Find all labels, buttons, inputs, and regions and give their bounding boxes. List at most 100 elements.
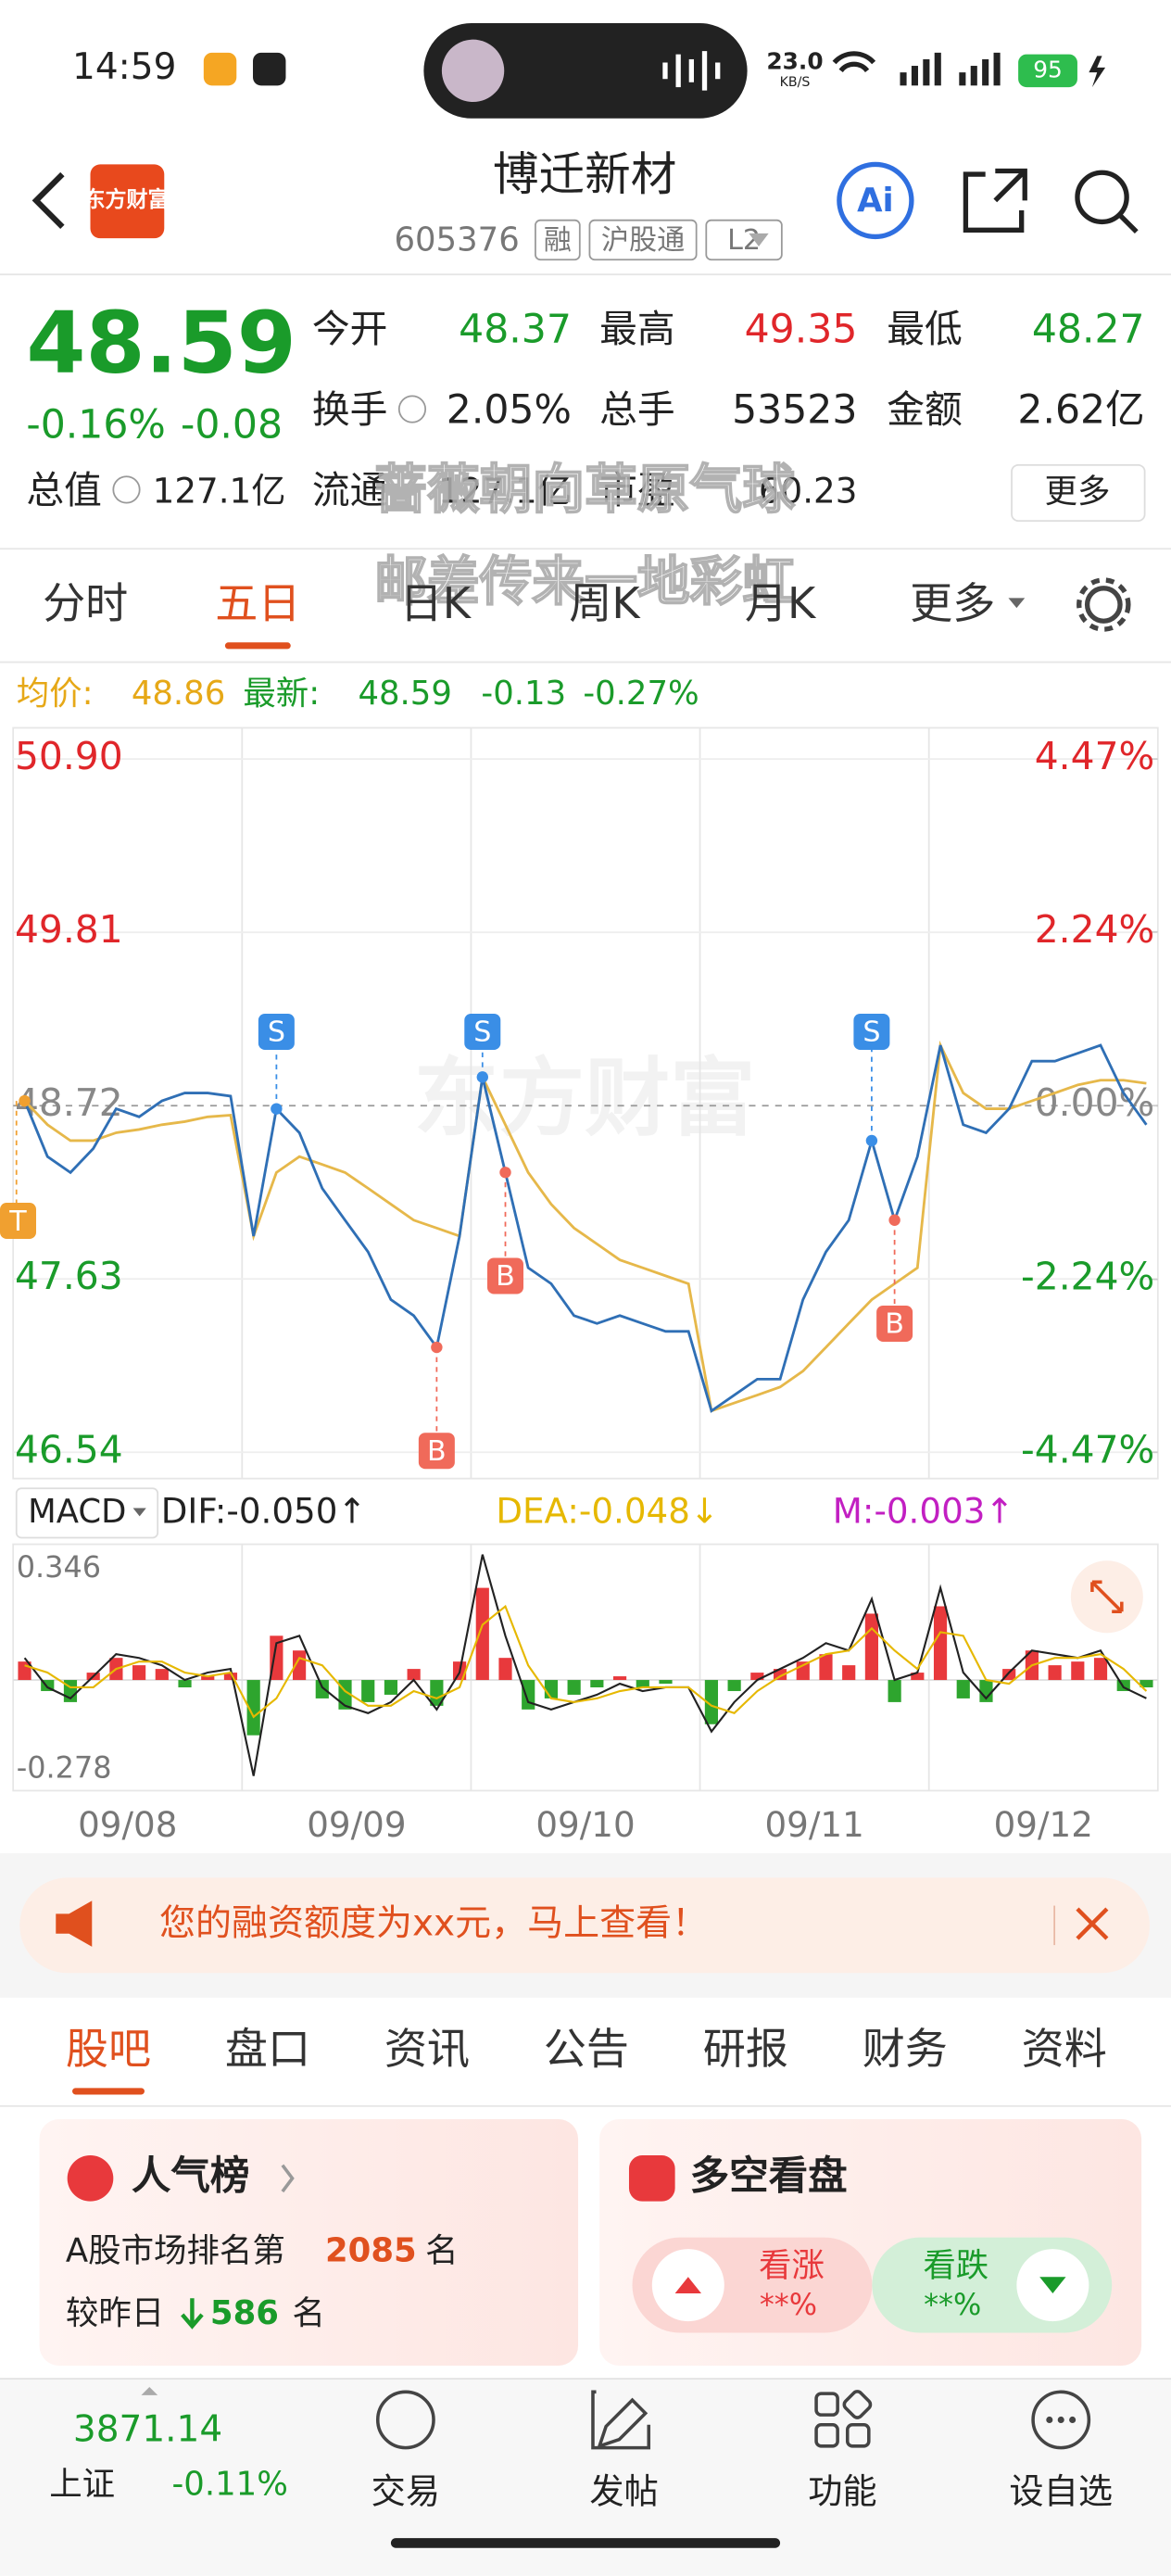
macd-bar [704, 1680, 719, 1724]
y-tick-label: 50.90 [15, 734, 123, 778]
nav-item[interactable]: 交易 [371, 2471, 440, 2512]
caret [141, 2386, 158, 2395]
tag-box [588, 219, 698, 261]
field-value: 53523 [732, 388, 857, 434]
sub-tab[interactable]: 研报 [703, 2024, 788, 2074]
tab[interactable]: 分时 [43, 578, 128, 628]
macd-bar [430, 1680, 444, 1706]
search-handle [1118, 213, 1139, 234]
rank-suffix: 名 [425, 2232, 458, 2270]
share-button[interactable] [963, 168, 1027, 233]
banner[interactable] [19, 1877, 1150, 1974]
macd-bar [750, 1673, 764, 1681]
macd-bar [270, 1635, 283, 1681]
sub-tab-underline [72, 2088, 145, 2095]
info-icon [397, 395, 427, 423]
field-label: 总手 [599, 387, 675, 432]
macd-bar [498, 1658, 512, 1681]
indicator-select[interactable] [15, 1487, 159, 1539]
popularity-card[interactable] [39, 2119, 579, 2366]
macd-bar [773, 1669, 787, 1681]
macd-bar [407, 1669, 421, 1681]
sub-tab[interactable]: 盘口 [225, 2024, 310, 2074]
annotation-box [464, 1013, 501, 1050]
annotation-dot [499, 1167, 511, 1179]
macd-bar [567, 1680, 581, 1695]
ai-label: Ai [857, 182, 894, 220]
tab[interactable]: 日K [400, 578, 472, 628]
price-chart[interactable]: 东方财富 09/08 09/09 09/10 09/11 09/12 50.90 49.81 4… [0, 726, 1159, 1845]
annotation: B [427, 1435, 447, 1468]
change-suffix: 名 [293, 2294, 325, 2332]
macd-bar [315, 1680, 329, 1698]
sentiment-title: 多空看盘 [690, 2153, 848, 2199]
app-icon [253, 52, 286, 86]
tab[interactable]: 周K [569, 578, 641, 628]
macd-bar [1071, 1661, 1085, 1681]
nav-item[interactable]: 发帖 [589, 2471, 658, 2512]
tab[interactable]: 更多 [910, 578, 995, 628]
settings-gear [1077, 577, 1131, 632]
price: 48.59 [26, 292, 296, 392]
popularity-icon [67, 2155, 114, 2202]
field-label: 总值 [26, 468, 102, 512]
annotation-dot [271, 1103, 283, 1115]
sub-tab[interactable]: 资讯 [384, 2024, 470, 2074]
tab[interactable]: 月K [745, 578, 817, 628]
signal-icon [900, 52, 1001, 86]
popularity-title: 人气榜 [132, 2153, 250, 2199]
macd-bar [612, 1676, 627, 1681]
nav-item[interactable]: 功能 [808, 2471, 876, 2512]
annotation-dot [865, 1134, 878, 1147]
y-tick-label: 47.63 [15, 1254, 123, 1298]
sub-tab[interactable]: 股吧 [66, 2024, 151, 2074]
nav-item[interactable]: 设自选 [1009, 2471, 1113, 2512]
last-change-pct: -0.27% [583, 675, 699, 713]
index-name: 上证 [49, 2465, 115, 2503]
annotation-dot [888, 1214, 900, 1226]
logo[interactable] [90, 164, 165, 239]
wifi-icon [832, 51, 876, 73]
banner-close[interactable] [1076, 1907, 1109, 1940]
last-change: -0.13 [481, 675, 566, 713]
settings-button[interactable] [1084, 586, 1123, 624]
time: 14:59 [72, 46, 176, 88]
y-tick-label: 0.346 [17, 1549, 101, 1585]
index-value[interactable]: 3871.14 [73, 2408, 222, 2450]
overlay-line: 邮差传来一地彩虹 [374, 551, 795, 612]
more-button[interactable] [1011, 463, 1146, 522]
annotation-box [258, 1013, 295, 1050]
back-button[interactable] [31, 171, 65, 229]
dots [1046, 2416, 1077, 2423]
legend-entry: DIF:-0.050↑ [161, 1490, 367, 1531]
watchlist-icon [1031, 2390, 1091, 2450]
watermark: 东方财富 [414, 1048, 756, 1148]
bull-pct: **% [760, 2287, 817, 2322]
sentiment-icon [628, 2155, 675, 2202]
rank-change: 586 [210, 2294, 279, 2332]
macd-bar [888, 1680, 901, 1702]
tab[interactable]: 五日 [215, 578, 300, 628]
macd-bar [911, 1673, 925, 1681]
ai-button[interactable] [837, 161, 914, 240]
rank: 2085 [325, 2232, 417, 2270]
macd-chart[interactable]: 0.346 -0.278 MACD DIF:-0.050↑ DEA:-0.048↓ M:-… [12, 1487, 1159, 1792]
sub-tab[interactable]: 公告 [544, 2024, 629, 2074]
sub-tabs: 股吧 盘口 资讯 公告 研报 财务 资料 [66, 2024, 1107, 2095]
legend-entry: DEA:-0.048↓ [496, 1490, 719, 1531]
field-value: 127.1亿 [438, 470, 572, 511]
annotation-dot [19, 1094, 31, 1107]
price-line [23, 1043, 1148, 1413]
macd-bar [1048, 1665, 1062, 1681]
annotation: B [496, 1260, 515, 1293]
macd-bar [1093, 1658, 1108, 1681]
dropdown-icon[interactable] [749, 233, 769, 247]
sub-tab[interactable]: 财务 [863, 2024, 948, 2074]
search-button[interactable] [1075, 170, 1129, 225]
macd-frame [12, 1543, 1159, 1792]
y2-tick-label: -4.47% [1021, 1427, 1154, 1471]
avg-label: 均价: [17, 675, 94, 713]
sub-tab[interactable]: 资料 [1022, 2024, 1107, 2074]
